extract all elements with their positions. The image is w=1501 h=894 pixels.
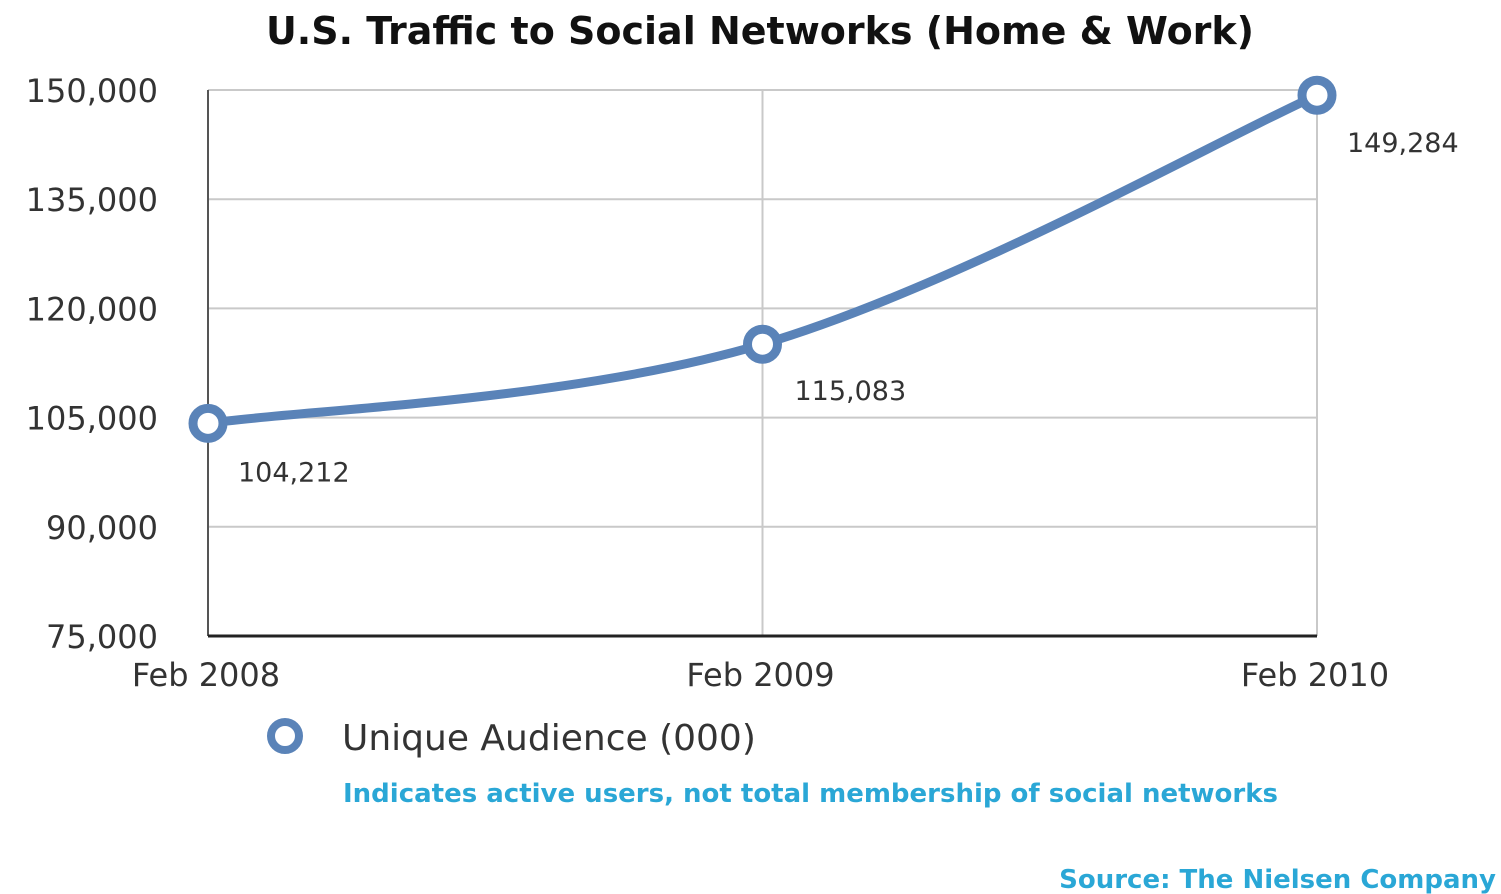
x-tick-label: Feb 2010 <box>1241 656 1389 694</box>
data-label: 115,083 <box>795 376 907 407</box>
data-point-marker <box>743 324 782 364</box>
y-tick-label: 135,000 <box>26 181 158 219</box>
data-point-marker <box>188 403 228 443</box>
y-tick-label: 75,000 <box>46 618 158 656</box>
legend-label: Unique Audience (000) <box>342 718 756 759</box>
data-label: 104,212 <box>238 457 350 488</box>
axes <box>207 90 1317 638</box>
y-tick-label: 120,000 <box>26 290 158 328</box>
data-points <box>188 75 1337 443</box>
data-labels: 104,212 115,083 149,284 <box>238 128 1459 488</box>
y-tick-label: 90,000 <box>46 509 158 547</box>
data-point-marker <box>1297 75 1337 115</box>
chart-title: U.S. Traffic to Social Networks (Home & … <box>266 9 1254 53</box>
data-label: 149,284 <box>1347 128 1459 159</box>
x-axis-ticks: Feb 2008 Feb 2009 Feb 2010 <box>132 656 1389 694</box>
y-tick-label: 150,000 <box>26 72 158 110</box>
y-tick-label: 105,000 <box>26 400 158 438</box>
legend-marker-icon <box>267 718 303 754</box>
legend: Unique Audience (000) <box>267 718 756 759</box>
y-axis-ticks: 75,000 90,000 105,000 120,000 135,000 150,000 <box>26 72 158 656</box>
x-tick-label: Feb 2009 <box>686 656 834 694</box>
x-tick-label: Feb 2008 <box>132 656 280 694</box>
chart-note: Indicates active users, not total member… <box>343 779 1278 809</box>
source-credit: Source: The Nielsen Company <box>1059 865 1496 894</box>
